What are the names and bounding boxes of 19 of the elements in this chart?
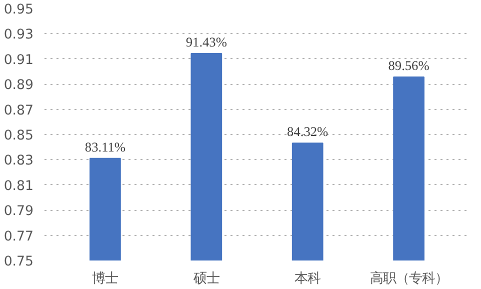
x-tick-label: 本科 <box>294 272 321 286</box>
y-tick-label: 0.93 <box>4 28 34 43</box>
y-tick-label: 0.79 <box>4 204 34 220</box>
y-tick-label: 0.87 <box>4 103 34 118</box>
y-tick-label: 0.81 <box>4 178 34 194</box>
y-tick-label: 0.85 <box>4 128 34 144</box>
y-tick-label: 0.91 <box>4 52 34 68</box>
y-tick-label: 0.83 <box>4 154 34 169</box>
y-tick-label: 0.89 <box>4 78 34 94</box>
x-tick-label: 硕士 <box>192 272 220 286</box>
data-label: 84.32% <box>287 124 328 140</box>
x-tick-label: 高职（专科） <box>370 270 448 286</box>
data-label: 83.11% <box>84 139 126 154</box>
y-tick-label: 0.75 <box>4 254 34 270</box>
y-tick-label: 0.95 <box>4 2 34 18</box>
x-tick-label: 博士 <box>92 272 118 286</box>
data-label: 89.56% <box>388 58 430 74</box>
data-label: 91.43% <box>186 34 227 50</box>
y-tick-label: 0.77 <box>4 229 34 244</box>
